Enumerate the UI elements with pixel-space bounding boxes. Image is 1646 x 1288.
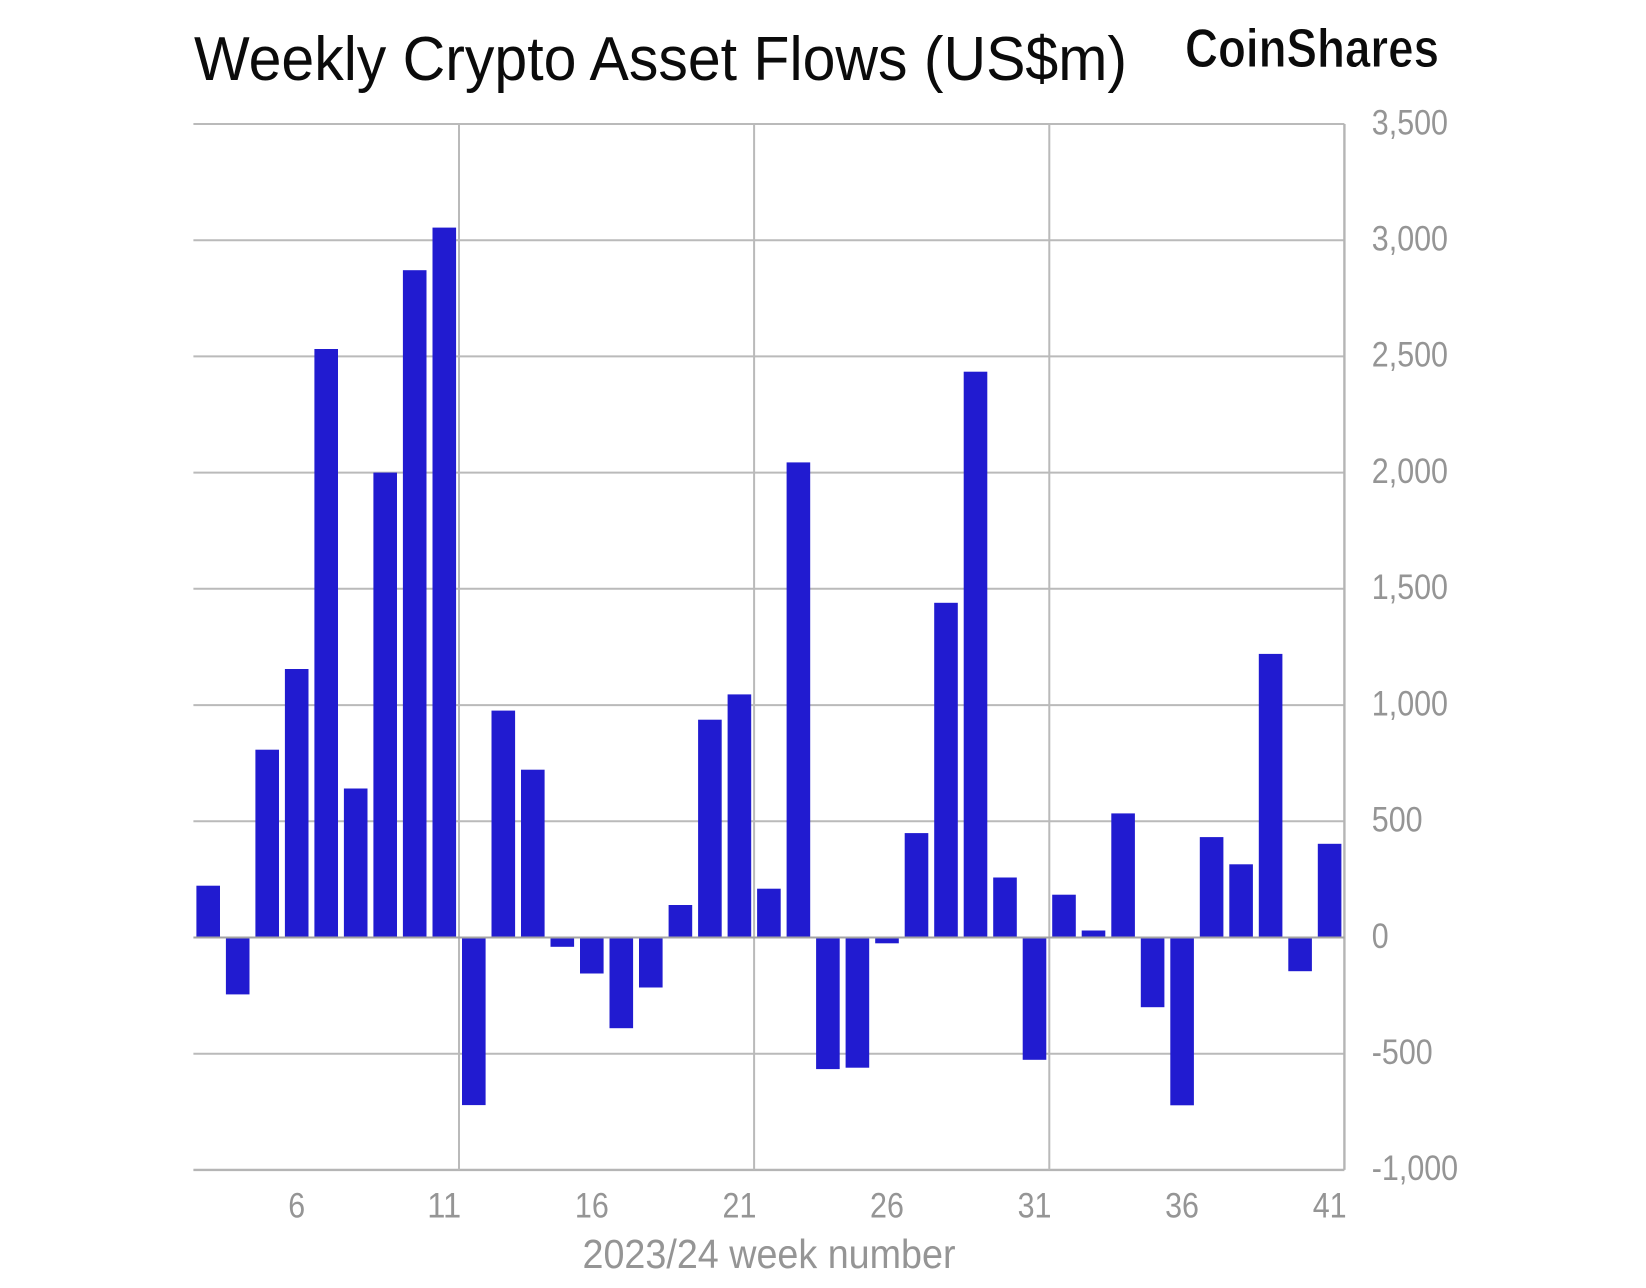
svg-text:16: 16 (575, 1186, 609, 1225)
svg-text:0: 0 (1372, 917, 1389, 956)
svg-text:26: 26 (870, 1186, 904, 1225)
svg-text:-500: -500 (1372, 1033, 1433, 1072)
svg-text:31: 31 (1018, 1186, 1052, 1225)
svg-text:36: 36 (1165, 1186, 1199, 1225)
svg-text:1,500: 1,500 (1372, 568, 1448, 607)
svg-text:3,000: 3,000 (1372, 220, 1448, 259)
svg-text:2023/24 week number: 2023/24 week number (583, 1231, 956, 1277)
svg-text:11: 11 (427, 1186, 461, 1225)
svg-text:2,500: 2,500 (1372, 336, 1448, 375)
svg-text:CoinShares: CoinShares (1185, 18, 1439, 79)
svg-text:2,000: 2,000 (1372, 452, 1448, 491)
svg-text:41: 41 (1313, 1186, 1347, 1225)
svg-text:3,500: 3,500 (1372, 103, 1448, 142)
svg-text:21: 21 (723, 1186, 757, 1225)
svg-text:-1,000: -1,000 (1372, 1149, 1458, 1188)
svg-text:Weekly Crypto Asset Flows (US$: Weekly Crypto Asset Flows (US$m) (194, 25, 1127, 94)
svg-text:1,000: 1,000 (1372, 684, 1448, 723)
svg-text:6: 6 (288, 1186, 305, 1225)
svg-text:500: 500 (1372, 801, 1423, 840)
